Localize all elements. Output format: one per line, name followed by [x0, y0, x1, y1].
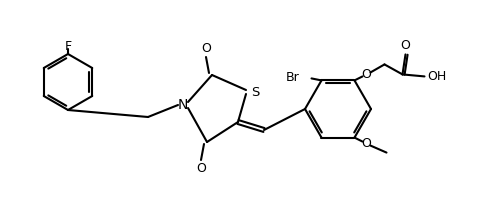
Text: N: N — [178, 98, 188, 112]
Text: S: S — [251, 85, 259, 99]
Text: O: O — [196, 162, 206, 175]
Text: O: O — [362, 68, 371, 81]
Text: O: O — [401, 39, 411, 52]
Text: Br: Br — [286, 71, 299, 84]
Text: OH: OH — [428, 70, 447, 83]
Text: O: O — [201, 42, 211, 55]
Text: O: O — [362, 137, 371, 150]
Text: F: F — [64, 39, 71, 53]
